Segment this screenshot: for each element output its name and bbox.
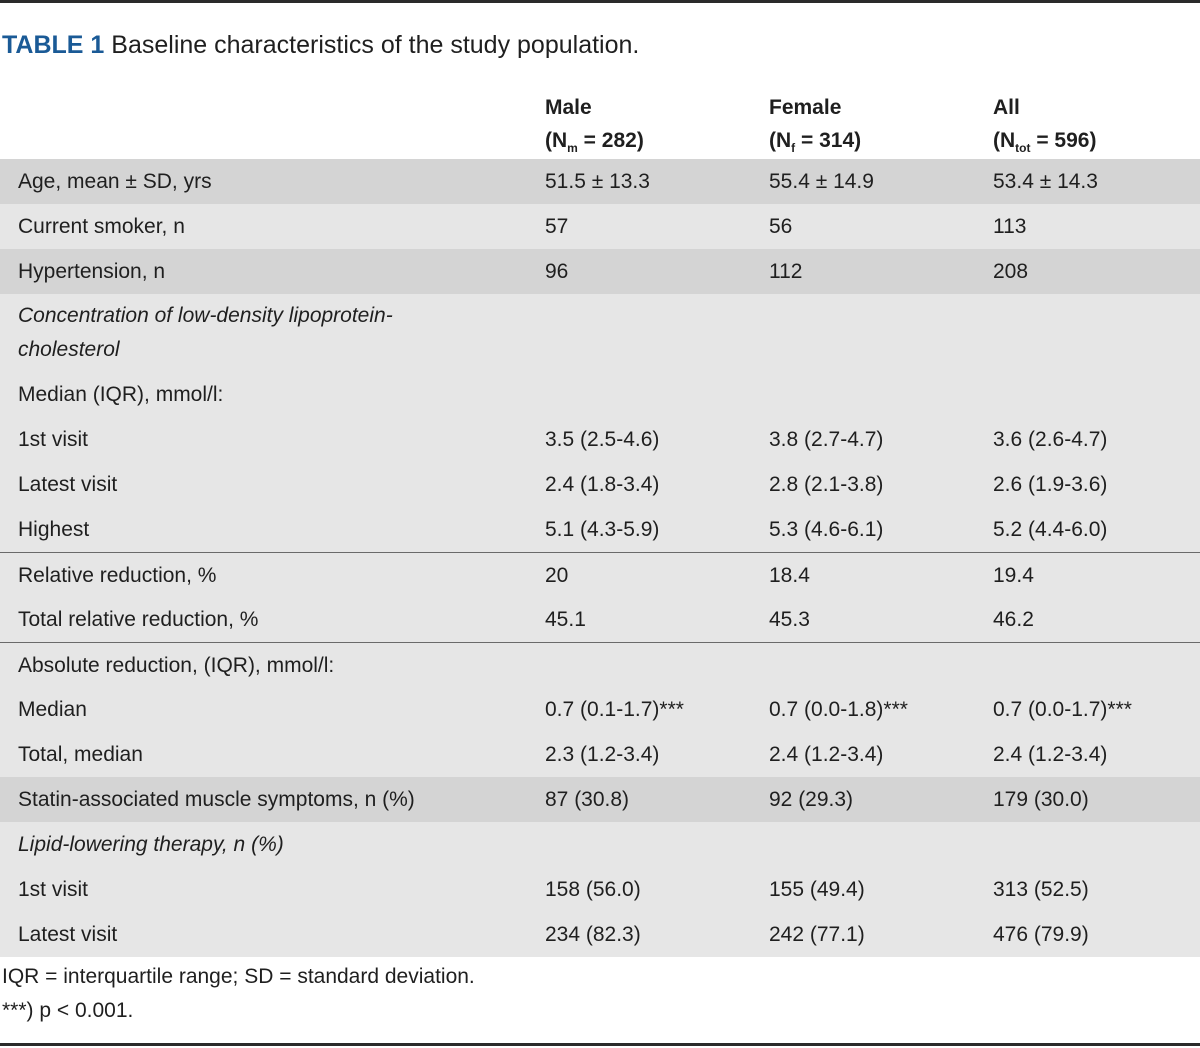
table-caption: Baseline characteristics of the study po… <box>111 31 640 59</box>
column-count: (Nf = 314) <box>769 129 862 156</box>
cell-female: 92 (29.3) <box>769 788 854 811</box>
cell-all: 19.4 <box>993 564 1034 587</box>
table-row: Median 0.7 (0.1-1.7)*** 0.7 (0.0-1.8)***… <box>0 687 1200 732</box>
table-row: Latest visit 234 (82.3) 242 (77.1) 476 (… <box>0 912 1200 957</box>
row-label: Highest <box>18 518 90 541</box>
cell-male: 57 <box>545 215 569 238</box>
data-table: Age, mean ± SD, yrs 51.5 ± 13.3 55.4 ± 1… <box>0 159 1200 957</box>
cell-all: 313 (52.5) <box>993 878 1089 901</box>
cell-all: 53.4 ± 14.3 <box>993 170 1098 193</box>
cell-female: 56 <box>769 215 793 238</box>
cell-all: 3.6 (2.6-4.7) <box>993 428 1108 451</box>
cell-male: 51.5 ± 13.3 <box>545 170 650 193</box>
subsection-heading: Median (IQR), mmol/l: <box>18 383 224 406</box>
cell-female: 2.4 (1.2-3.4) <box>769 743 884 766</box>
column-header-all: All (Ntot = 596) <box>993 91 1096 165</box>
table-row: Highest 5.1 (4.3-5.9) 5.3 (4.6-6.1) 5.2 … <box>0 507 1200 552</box>
cell-male: 158 (56.0) <box>545 878 641 901</box>
top-rule <box>0 0 1200 3</box>
row-label: Total, median <box>18 743 143 766</box>
column-header-male: Male (Nm = 282) <box>545 91 644 165</box>
row-label: Hypertension, n <box>18 260 166 283</box>
footnote-significance: ***) p < 0.001. <box>2 999 134 1022</box>
cell-male: 3.5 (2.5-4.6) <box>545 428 660 451</box>
table-row: Concentration of low-density lipoprotein… <box>0 294 1200 372</box>
section-heading: Lipid-lowering therapy, n (%) <box>18 833 284 856</box>
table-row: 1st visit 3.5 (2.5-4.6) 3.8 (2.7-4.7) 3.… <box>0 417 1200 462</box>
cell-male: 5.1 (4.3-5.9) <box>545 518 660 541</box>
table-row: Total, median 2.3 (1.2-3.4) 2.4 (1.2-3.4… <box>0 732 1200 777</box>
table-row: Current smoker, n 57 56 113 <box>0 204 1200 249</box>
row-label: Statin-associated muscle symptoms, n (%) <box>18 788 415 811</box>
table-row: 1st visit 158 (56.0) 155 (49.4) 313 (52.… <box>0 867 1200 912</box>
table-row: Lipid-lowering therapy, n (%) <box>0 822 1200 867</box>
row-label: Latest visit <box>18 473 118 496</box>
table-row: Latest visit 2.4 (1.8-3.4) 2.8 (2.1-3.8)… <box>0 462 1200 507</box>
cell-male: 234 (82.3) <box>545 923 641 946</box>
cell-all: 2.4 (1.2-3.4) <box>993 743 1108 766</box>
cell-female: 5.3 (4.6-6.1) <box>769 518 884 541</box>
cell-all: 5.2 (4.4-6.0) <box>993 518 1108 541</box>
table-row: Hypertension, n 96 112 208 <box>0 249 1200 294</box>
table-title: TABLE 1 Baseline characteristics of the … <box>2 30 639 60</box>
cell-male: 87 (30.8) <box>545 788 630 811</box>
row-label: Age, mean ± SD, yrs <box>18 170 212 193</box>
row-label: Current smoker, n <box>18 215 185 238</box>
subsection-heading: Absolute reduction, (IQR), mmol/l: <box>18 654 335 677</box>
footnote-abbreviations: IQR = interquartile range; SD = standard… <box>2 965 475 988</box>
cell-female: 18.4 <box>769 564 810 587</box>
bottom-rule <box>0 1043 1200 1046</box>
cell-all: 476 (79.9) <box>993 923 1089 946</box>
table-row: Statin-associated muscle symptoms, n (%)… <box>0 777 1200 822</box>
column-name: Male <box>545 96 592 119</box>
column-header-female: Female (Nf = 314) <box>769 91 861 165</box>
cell-male: 0.7 (0.1-1.7)*** <box>545 698 684 721</box>
section-heading: Concentration of low-density lipoprotein… <box>18 304 393 361</box>
column-name: All <box>993 96 1020 119</box>
column-name: Female <box>769 96 842 119</box>
cell-all: 113 <box>993 215 1027 238</box>
row-label: Total relative reduction, % <box>18 608 259 631</box>
cell-female: 0.7 (0.0-1.8)*** <box>769 698 908 721</box>
row-label: Latest visit <box>18 923 118 946</box>
column-count: (Nm = 282) <box>545 129 644 156</box>
row-label: Median <box>18 698 87 721</box>
row-label: 1st visit <box>18 428 89 451</box>
cell-male: 96 <box>545 260 569 283</box>
row-label: Relative reduction, % <box>18 564 217 587</box>
table-row: Relative reduction, % 20 18.4 19.4 <box>0 552 1200 597</box>
cell-male: 45.1 <box>545 608 586 631</box>
cell-all: 0.7 (0.0-1.7)*** <box>993 698 1132 721</box>
cell-female: 55.4 ± 14.9 <box>769 170 874 193</box>
cell-all: 2.6 (1.9-3.6) <box>993 473 1108 496</box>
row-label: 1st visit <box>18 878 89 901</box>
cell-male: 2.3 (1.2-3.4) <box>545 743 660 766</box>
cell-all: 208 <box>993 260 1029 283</box>
column-count: (Ntot = 596) <box>993 129 1097 156</box>
table-row: Median (IQR), mmol/l: <box>0 372 1200 417</box>
cell-male: 2.4 (1.8-3.4) <box>545 473 660 496</box>
cell-female: 3.8 (2.7-4.7) <box>769 428 884 451</box>
cell-female: 112 <box>769 260 803 283</box>
table-number: TABLE 1 <box>2 31 105 59</box>
table-row: Total relative reduction, % 45.1 45.3 46… <box>0 597 1200 642</box>
cell-female: 155 (49.4) <box>769 878 865 901</box>
cell-female: 2.8 (2.1-3.8) <box>769 473 884 496</box>
cell-female: 45.3 <box>769 608 810 631</box>
cell-all: 46.2 <box>993 608 1034 631</box>
cell-male: 20 <box>545 564 569 587</box>
table-row: Age, mean ± SD, yrs 51.5 ± 13.3 55.4 ± 1… <box>0 159 1200 204</box>
cell-female: 242 (77.1) <box>769 923 865 946</box>
cell-all: 179 (30.0) <box>993 788 1089 811</box>
table-row: Absolute reduction, (IQR), mmol/l: <box>0 642 1200 687</box>
